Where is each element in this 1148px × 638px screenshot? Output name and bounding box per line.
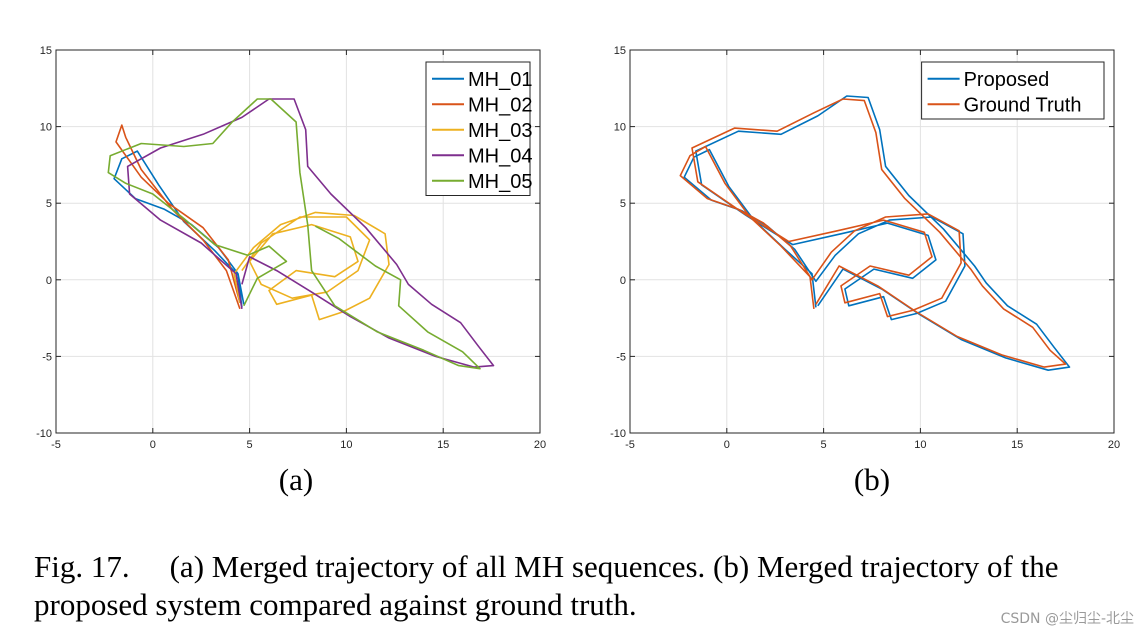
x-tick-label: 20 — [534, 439, 546, 451]
subcaption-b: (b) — [853, 462, 891, 497]
watermark: CSDN @尘归尘-北尘 — [1000, 611, 1134, 627]
x-tick-label: -5 — [51, 439, 61, 451]
legend-label-proposed: Proposed — [964, 69, 1050, 91]
legend-label-mh-01: MH_01 — [468, 69, 532, 91]
series-line-mh-01 — [113, 150, 245, 308]
legend-label-mh-03: MH_03 — [468, 120, 532, 142]
legend-label-ground-truth: Ground Truth — [964, 94, 1082, 116]
x-tick-label: -5 — [625, 439, 635, 451]
y-tick-label: 0 — [620, 275, 626, 287]
y-tick-label: 10 — [40, 122, 52, 134]
y-tick-label: -5 — [616, 351, 626, 363]
series-line-ground-truth — [679, 98, 1067, 368]
figure-number: Fig. 17. — [34, 549, 130, 584]
legend-box — [921, 61, 1105, 120]
series-line-mh-02 — [115, 124, 241, 310]
series-line-mh-05 — [107, 98, 481, 370]
series-line-mh-03 — [233, 211, 390, 321]
x-tick-label: 5 — [821, 439, 827, 451]
y-tick-label: -5 — [42, 351, 52, 363]
chart-a-svg: -5 0 5 10 15 20-10-5051015MH_01MH_02MH_03MH_0… — [36, 45, 546, 451]
y-tick-label: -10 — [36, 428, 52, 440]
chart-a: -5 0 5 10 15 20 -10 -5 0 5 10 15 MH_01 MH_02 MH_03 MH_0… — [18, 38, 558, 463]
legend-label-mh-02: MH_02 — [468, 94, 532, 116]
x-tick-label: 0 — [150, 439, 156, 451]
x-tick-label: 15 — [437, 439, 449, 451]
x-tick-label: 20 — [1108, 439, 1120, 451]
y-tick-label: 15 — [40, 45, 52, 57]
x-tick-label: 15 — [1011, 439, 1023, 451]
y-tick-label: 10 — [614, 122, 626, 134]
y-tick-label: 5 — [620, 198, 626, 210]
figure-caption-text: (a) Merged trajectory of all MH sequence… — [34, 549, 1059, 622]
plot-frame — [629, 49, 1115, 434]
plot-frame — [55, 49, 541, 434]
y-tick-label: 0 — [46, 275, 52, 287]
subcaption-a: (a) — [278, 462, 314, 497]
x-tick-label: 0 — [724, 439, 730, 451]
y-tick-label: 5 — [46, 198, 52, 210]
x-tick-label: 5 — [247, 439, 253, 451]
legend-label-mh-05: MH_05 — [468, 171, 532, 193]
x-tick-label: 10 — [340, 439, 352, 451]
legend-label-mh-04: MH_04 — [468, 145, 532, 167]
figure-caption: Fig. 17. (a) Merged trajectory of all MH … — [34, 548, 1134, 624]
y-tick-label: 15 — [614, 45, 626, 57]
x-tick-label: 10 — [914, 439, 926, 451]
chart-b: -5 0 5 10 15 20 -10 -5 0 5 10 15 Proposed Ground Trut… — [592, 38, 1132, 463]
y-tick-label: -10 — [610, 428, 626, 440]
